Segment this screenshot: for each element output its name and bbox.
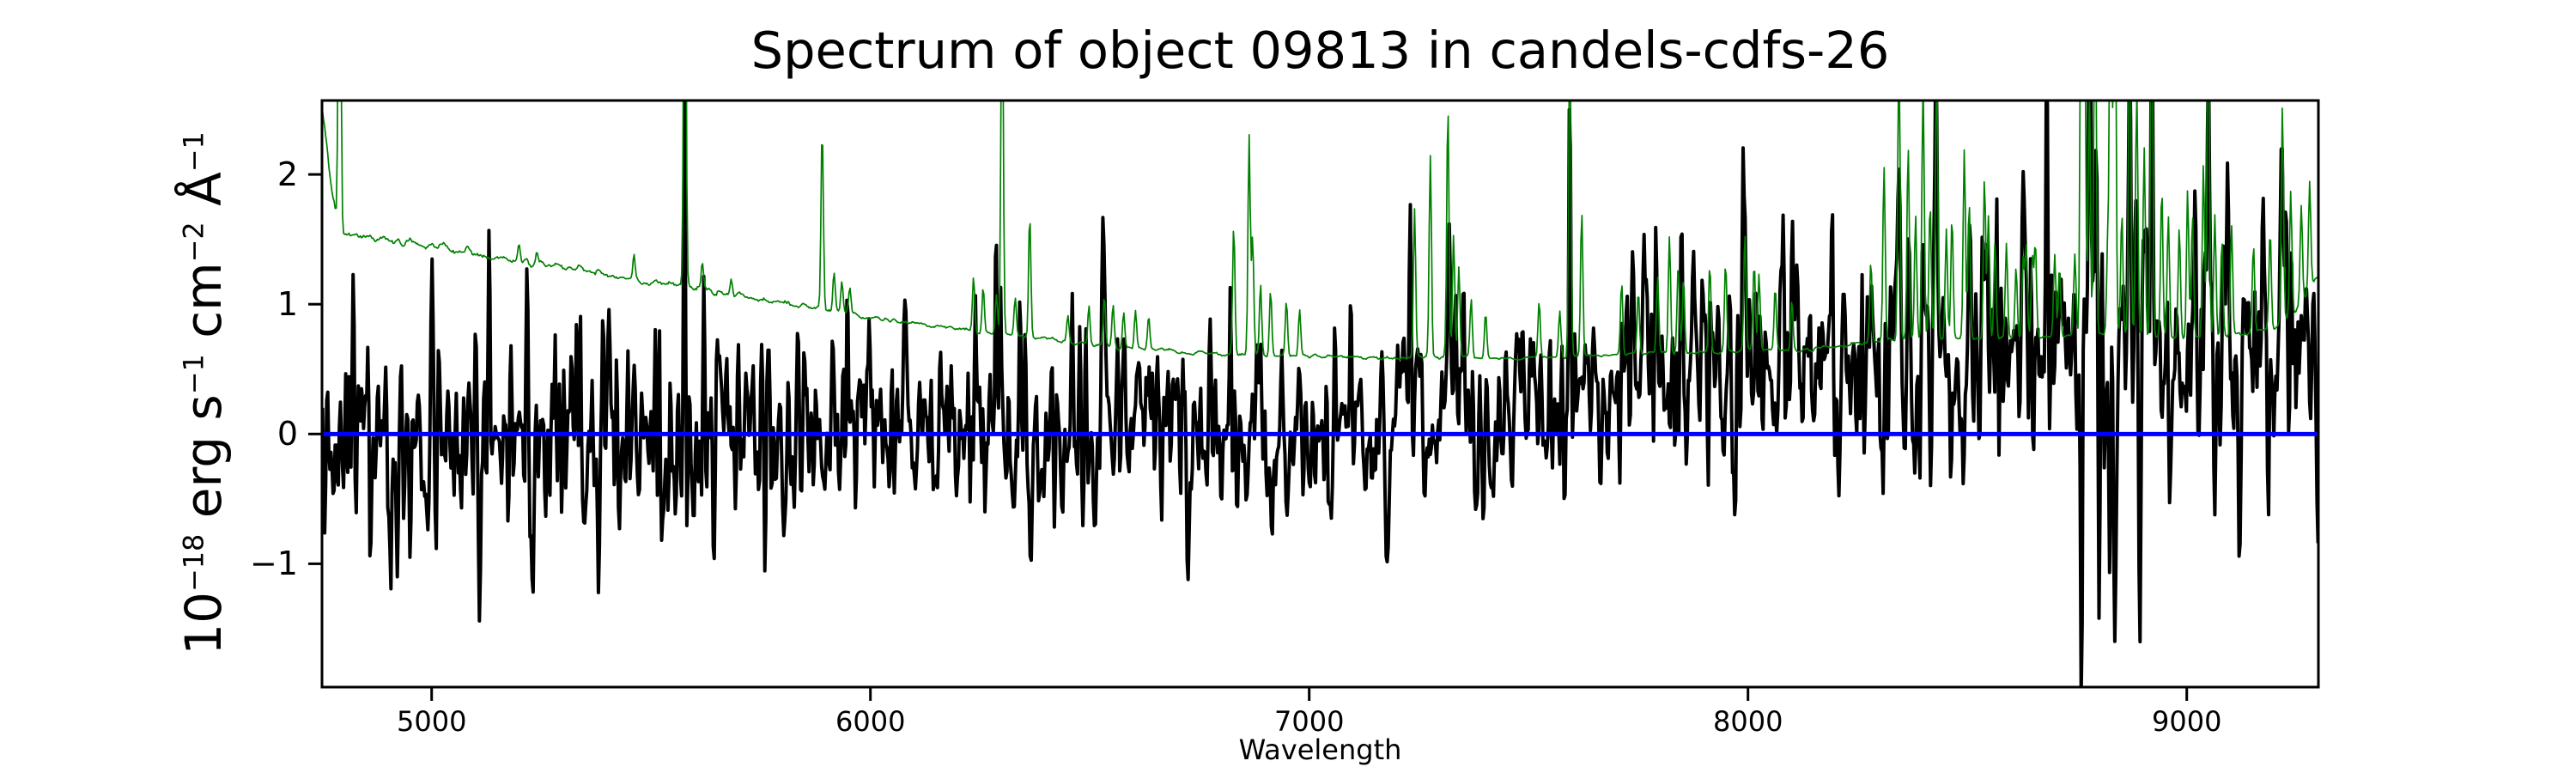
y-tick-label: 2 — [276, 155, 298, 194]
y-label-text: 10 — [174, 591, 233, 655]
axes-frame — [320, 99, 2320, 689]
x-tick-label: 8000 — [1712, 705, 1783, 738]
x-tick-label: 7000 — [1274, 705, 1345, 738]
x-tick-label: 6000 — [835, 705, 906, 738]
x-tick-label: 5000 — [397, 705, 467, 738]
flux-spectrum-line — [322, 100, 2318, 687]
x-tick-label: 9000 — [2151, 705, 2222, 738]
noise-spectrum-line — [322, 100, 2318, 361]
y-label-exponent: −1 — [177, 354, 210, 395]
y-tick-label: −1 — [249, 545, 298, 583]
plot-title: Spectrum of object 09813 in candels-cdfs… — [750, 21, 1890, 80]
y-label-text: erg s — [174, 394, 233, 534]
x-axis-label: Wavelength — [1238, 733, 1402, 766]
y-label-exponent: −2 — [177, 222, 210, 263]
y-tick-label: 1 — [276, 285, 298, 324]
y-tick-label: 0 — [276, 415, 298, 453]
